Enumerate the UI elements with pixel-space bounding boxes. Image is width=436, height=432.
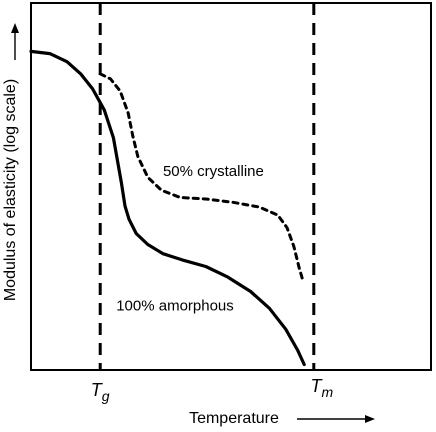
tm-tick-label: Tm	[310, 376, 333, 400]
tm-main: T	[310, 376, 323, 396]
y-axis-label: Modulus of elasticity (log scale)	[2, 79, 19, 301]
series-line-100-amorphous	[29, 49, 306, 367]
series-group	[29, 49, 306, 367]
annotation-50-crystalline: 50% crystalline	[163, 163, 264, 180]
x-axis-label: Temperature	[189, 410, 279, 427]
tg-tick-label: Tg	[91, 380, 110, 404]
x-axis-arrow	[297, 415, 375, 423]
series-line-50-crystalline	[98, 72, 305, 284]
tg-sub: g	[102, 388, 110, 404]
plot-frame	[30, 2, 432, 371]
y-axis-arrow	[11, 23, 19, 60]
tm-sub: m	[321, 384, 333, 400]
tg-main: T	[91, 380, 104, 400]
reference-lines	[98, 3, 316, 370]
annotation-100-amorphous: 100% amorphous	[116, 298, 234, 315]
